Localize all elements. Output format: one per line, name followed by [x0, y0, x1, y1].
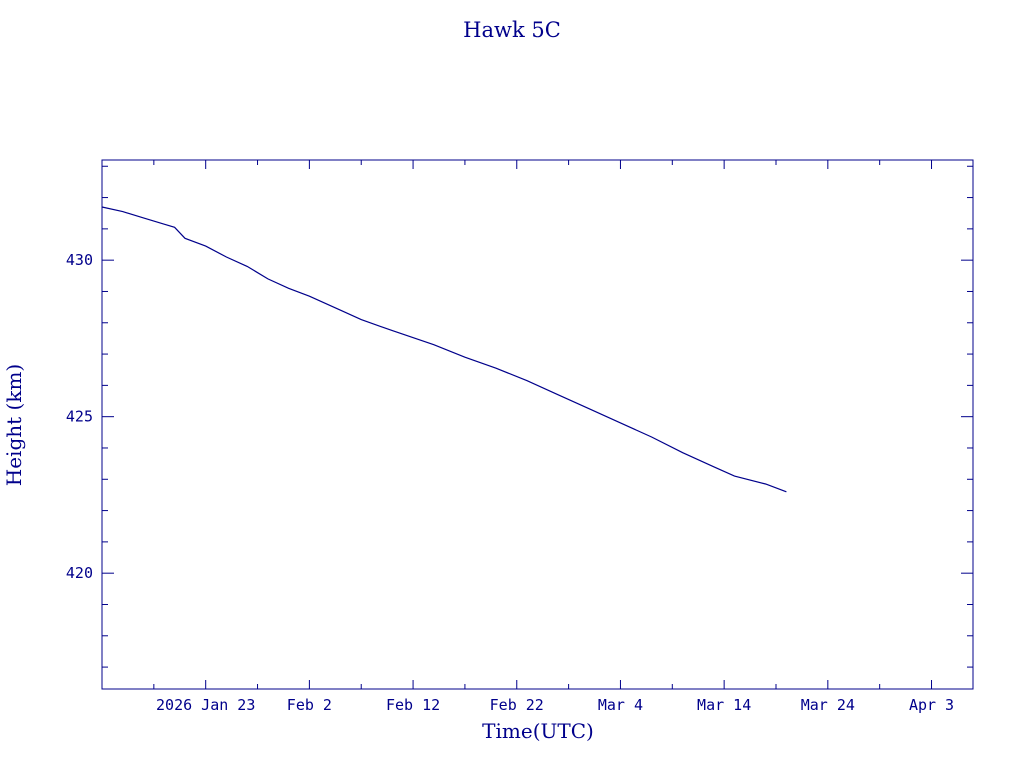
y-axis-label: Height (km): [2, 364, 26, 486]
y-axis-ticks: [102, 165, 973, 668]
x-axis-label: Time(UTC): [482, 719, 594, 743]
x-tick-label: Mar 4: [598, 696, 643, 714]
series-line-height: [101, 206, 787, 493]
y-tick-label: 425: [66, 408, 93, 426]
y-axis-tick-labels: 420 425 430: [66, 251, 93, 582]
y-tick-label: 420: [66, 564, 93, 582]
plot-frame: [101, 159, 974, 690]
series-group: [101, 206, 787, 493]
x-tick-label: Mar 14: [697, 696, 751, 714]
x-tick-label: Feb 12: [386, 696, 440, 714]
x-tick-label: Feb 2: [287, 696, 332, 714]
x-tick-label: Apr 3: [909, 696, 954, 714]
y-tick-label: 430: [66, 251, 93, 269]
x-axis-ticks: [153, 160, 933, 689]
x-tick-label: Feb 22: [490, 696, 544, 714]
x-axis-tick-labels: 2026 Jan 23 Feb 2 Feb 12 Feb 22 Mar 4 Mar 14 M…: [156, 696, 954, 714]
x-tick-label: Mar 24: [801, 696, 855, 714]
x-tick-label: 2026 Jan 23: [156, 696, 255, 714]
chart-title: Hawk 5C: [463, 18, 561, 42]
